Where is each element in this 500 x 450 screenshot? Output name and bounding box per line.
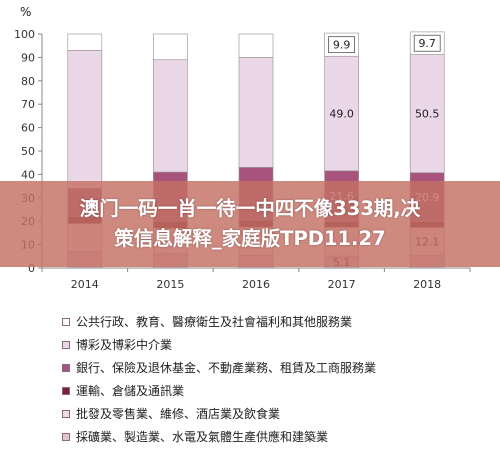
data-label-box — [413, 34, 441, 52]
x-tick-label: 2016 — [242, 278, 270, 291]
bar-segment — [238, 57, 274, 168]
chart-legend: 公共行政、教育、醫療衛生及社會福利和其他服務業 博彩及博彩中介業 銀行、保險及退… — [62, 310, 492, 448]
legend-swatch — [62, 386, 70, 395]
legend-label: 運輸、倉儲及通訊業 — [76, 384, 185, 398]
y-tick-label: 80 — [21, 75, 35, 88]
x-tick-label: 2018 — [413, 278, 441, 291]
legend-label: 採礦業、製造業、水電及氣體生產供應和建築業 — [76, 430, 329, 444]
y-tick-label: 100 — [14, 28, 35, 41]
y-tick-label: 50 — [21, 145, 35, 158]
banner-line-1: 澳门一码一肖一待一中四不像333期,决 — [79, 197, 421, 220]
bar-segment — [153, 59, 188, 173]
legend-item: 批發及零售業、維修、酒店業及飲食業 — [62, 402, 492, 425]
legend-label: 批發及零售業、維修、酒店業及飲食業 — [76, 407, 281, 421]
data-label-box — [328, 36, 356, 54]
bar-segment — [153, 33, 188, 61]
legend-item: 銀行、保險及退休基金、不動產業務、租賃及工商服務業 — [62, 356, 492, 379]
data-label: 9.9 — [333, 39, 351, 52]
x-axis: 2014 2015 2016 2017 2018 — [41, 267, 471, 291]
legend-swatch — [62, 409, 70, 418]
legend-item: 公共行政、教育、醫療衛生及社會福利和其他服務業 — [62, 310, 492, 333]
banner-line-2: 策信息解释_家庭版TPD11.27 — [114, 227, 386, 250]
legend-item: 運輸、倉儲及通訊業 — [62, 379, 492, 402]
bar-segment — [238, 33, 274, 58]
legend-item: 博彩及博彩中介業 — [62, 333, 492, 356]
y-tick-label: 60 — [21, 122, 35, 135]
data-label: 49.0 — [329, 108, 354, 121]
legend-swatch — [62, 363, 70, 372]
data-label: 50.5 — [415, 108, 440, 121]
legend-label: 公共行政、教育、醫療衛生及社會福利和其他服務業 — [76, 315, 353, 329]
y-axis-label: % — [20, 5, 31, 19]
bar-segment — [67, 50, 103, 189]
y-tick-label: 90 — [21, 51, 35, 64]
y-tick-label: 40 — [21, 168, 35, 181]
legend-swatch — [62, 317, 70, 326]
x-tick-label: 2014 — [71, 278, 99, 291]
legend-item: 採礦業、製造業、水電及氣體生產供應和建築業 — [62, 425, 492, 448]
bar-segment — [324, 55, 359, 172]
overlay-banner: 澳门一码一肖一待一中四不像333期,决 策信息解释_家庭版TPD11.27 — [0, 181, 500, 267]
legend-swatch — [62, 432, 70, 441]
bar-segment — [67, 33, 103, 51]
y-tick-label: 0 — [28, 262, 35, 275]
legend-label: 博彩及博彩中介業 — [76, 338, 173, 352]
legend-swatch — [62, 340, 70, 349]
data-label: 9.7 — [418, 37, 436, 50]
legend-label: 銀行、保險及退休基金、不動產業務、租賃及工商服務業 — [76, 361, 377, 375]
x-tick-label: 2017 — [328, 278, 356, 291]
y-tick-label: 70 — [21, 98, 35, 111]
x-tick-label: 2015 — [156, 278, 184, 291]
